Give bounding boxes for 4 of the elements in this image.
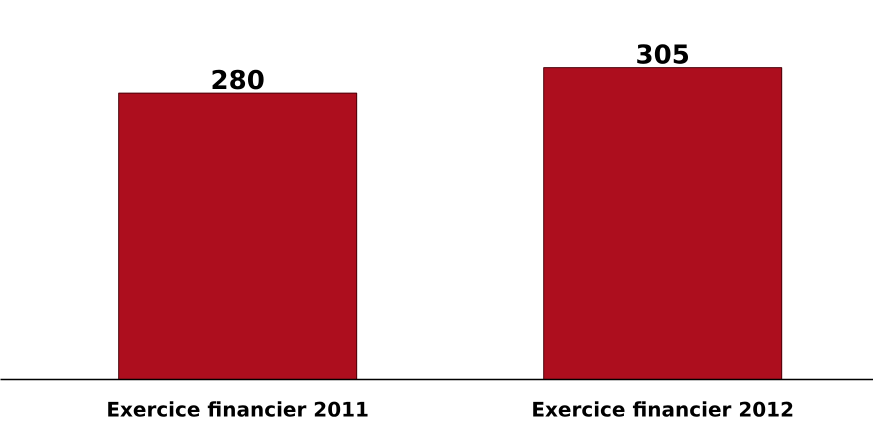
x-tick-label: Exercice financier 2011: [106, 398, 369, 422]
x-tick-label: Exercice financier 2012: [531, 398, 794, 422]
data-label: 280: [210, 66, 265, 96]
data-label: 305: [636, 40, 690, 71]
